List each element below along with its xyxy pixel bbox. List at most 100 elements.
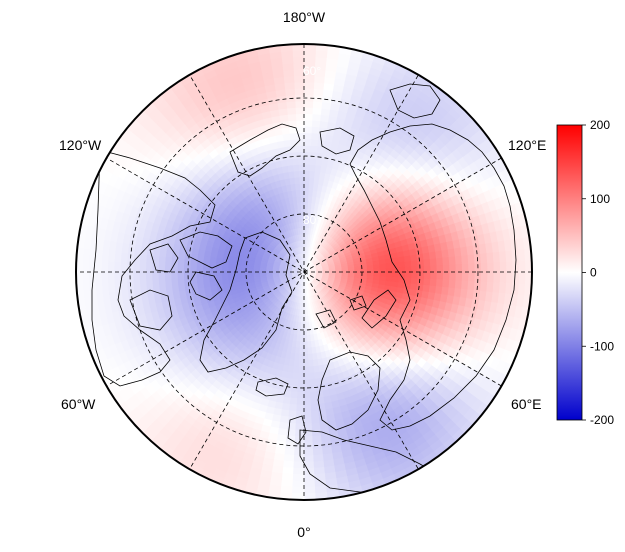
field-cell (487, 271, 495, 283)
field-cell (289, 403, 298, 412)
field-cell (442, 271, 451, 280)
field-cell (307, 183, 314, 191)
field-cell (291, 378, 299, 387)
field-cell (291, 385, 299, 393)
field-cell (113, 251, 122, 263)
field-cell (293, 359, 300, 368)
field-cell (280, 50, 294, 59)
field-cell (310, 138, 319, 147)
field-cell (286, 107, 297, 115)
field-cell (385, 267, 394, 273)
field-cell (312, 435, 323, 444)
field-cell (285, 100, 296, 109)
lat-label-80: 80° (303, 213, 321, 227)
field-cell (138, 271, 147, 281)
field-cell (285, 377, 294, 386)
field-cell (310, 403, 319, 412)
field-cell (417, 265, 425, 273)
field-cell (312, 100, 323, 109)
field-cell (284, 448, 296, 456)
field-cell (289, 397, 298, 406)
field-cell (518, 271, 527, 284)
field-cell (314, 473, 327, 482)
field-cell (312, 177, 320, 185)
field-cell (234, 264, 242, 270)
field-cell (281, 62, 294, 71)
field-cell (404, 271, 413, 278)
field-cell (300, 316, 305, 324)
field-cell (303, 170, 310, 178)
field-cell (299, 341, 305, 349)
field-cell (517, 282, 526, 296)
field-cell (138, 263, 147, 273)
field-cell (410, 277, 419, 285)
field-cell (145, 263, 153, 273)
field-cell (290, 145, 299, 153)
field-cell (151, 279, 160, 289)
field-cell (303, 132, 312, 140)
field-cell (132, 262, 140, 273)
field-cell (499, 261, 508, 273)
field-cell (308, 372, 316, 380)
field-cell (348, 271, 356, 276)
field-cell (303, 486, 316, 495)
field-cell (132, 280, 141, 291)
field-cell (303, 201, 308, 210)
field-cell (309, 385, 317, 393)
field-cell (303, 125, 312, 134)
field-cell (316, 145, 325, 154)
field-cell (303, 56, 316, 64)
field-cell (120, 280, 128, 292)
field-cell (429, 278, 438, 287)
field-cell (297, 157, 305, 165)
lon-label-0: 0° (297, 524, 310, 540)
field-cell (506, 260, 514, 273)
field-cell (303, 366, 310, 374)
field-cell (303, 467, 315, 476)
field-cell (307, 195, 313, 204)
field-cell (227, 267, 235, 273)
field-cell (145, 279, 154, 289)
field-cell (435, 257, 444, 266)
field-cell (311, 422, 321, 431)
field-cell (309, 151, 317, 159)
field-cell (295, 106, 305, 115)
field-cell (221, 271, 229, 277)
field-cell (303, 455, 315, 463)
field-cell (209, 256, 217, 264)
field-cell (94, 282, 103, 295)
field-cell (480, 252, 488, 264)
field-cell (303, 372, 310, 381)
field-cell (303, 49, 316, 58)
field-cell (303, 144, 311, 153)
field-cell (158, 278, 166, 288)
field-cell (409, 282, 418, 291)
field-cell (293, 467, 305, 476)
field-cell (416, 283, 425, 292)
field-cell (310, 132, 319, 141)
field-cell (313, 81, 325, 90)
field-cell (410, 259, 419, 267)
colorbar-tick-label: 0 (590, 266, 597, 280)
field-cell (517, 248, 526, 262)
field-cell (246, 268, 254, 273)
field-cell (164, 257, 173, 266)
field-cell (303, 480, 316, 488)
field-cell (196, 254, 205, 262)
field-cell (293, 81, 305, 89)
field-cell (373, 271, 381, 277)
field-cell (107, 271, 115, 283)
field-cell (423, 265, 432, 273)
field-cell (290, 391, 299, 399)
field-cell (312, 448, 324, 456)
field-cell (195, 266, 204, 273)
field-cell (313, 170, 321, 179)
field-cell (442, 278, 450, 288)
field-cell (94, 260, 102, 273)
colorbar-tick-label: -200 (590, 413, 614, 427)
field-cell (309, 378, 317, 387)
field-cell (498, 250, 507, 263)
field-cell (310, 126, 320, 134)
field-cell (385, 275, 393, 282)
field-cell (294, 448, 305, 457)
